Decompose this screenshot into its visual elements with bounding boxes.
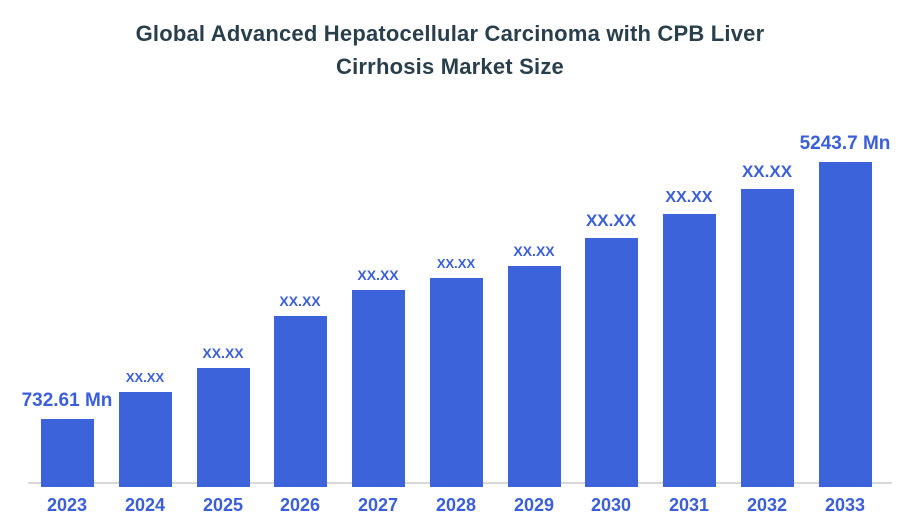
bar-value-label-2026: XX.XX [279,292,321,309]
bar-2033 [818,162,872,487]
bar-2032 [740,189,794,487]
bar-2029 [507,266,561,487]
bar-2027 [351,290,405,487]
x-tick-label-2023: 2023 [46,495,88,515]
bar-2028 [429,278,483,487]
x-tick-label-2031: 2031 [668,495,710,515]
x-tick-label-2030: 2030 [590,495,632,515]
chart-title-line2: Cirrhosis Market Size [336,54,564,79]
x-tick-label-2028: 2028 [435,495,477,515]
bar-2024 [118,392,172,487]
bar-value-label-2029: XX.XX [513,242,555,259]
bar-value-label-2032: XX.XX [741,162,793,182]
x-tick-label-2027: 2027 [357,495,399,515]
bar-2031 [662,214,716,487]
bar-value-label-2025: XX.XX [202,344,244,361]
x-tick-label-2026: 2026 [279,495,321,515]
bar-group-2024: XX.XX [85,369,205,487]
x-tick-label-2024: 2024 [124,495,166,515]
bar-group-2030: XX.XX [551,212,671,487]
bar-group-2023: 732.61 Mn [7,390,127,487]
chart-title-line1: Global Advanced Hepatocellular Carcinoma… [135,21,765,46]
bar-2030 [584,238,638,487]
bar-value-label-2031: XX.XX [665,189,713,207]
x-tick-label-2025: 2025 [202,495,244,515]
bar-group-2032: XX.XX [707,163,827,487]
x-tick-label-2029: 2029 [513,495,555,515]
bar-2025 [196,368,250,487]
bar-group-2028: XX.XX [396,255,516,487]
bar-value-label-2030: XX.XX [585,211,637,231]
bar-group-2029: XX.XX [474,242,594,487]
chart-title: Global Advanced Hepatocellular Carcinoma… [0,17,900,83]
bar-group-2033: 5243.7 Mn [785,133,900,487]
bar-2026 [273,316,327,487]
bar-group-2026: XX.XX [240,292,360,487]
bar-value-label-2023: 732.61 Mn [21,390,113,412]
bar-group-2031: XX.XX [629,189,749,487]
x-tick-label-2032: 2032 [746,495,788,515]
bar-2023 [40,419,94,487]
bar-value-label-2028: XX.XX [436,255,476,271]
bar-value-label-2024: XX.XX [125,369,165,385]
bar-value-label-2033: 5243.7 Mn [799,133,891,155]
x-tick-label-2033: 2033 [824,495,866,515]
bar-group-2027: XX.XX [318,266,438,487]
bar-group-2025: XX.XX [163,344,283,487]
bar-value-label-2027: XX.XX [357,266,399,283]
